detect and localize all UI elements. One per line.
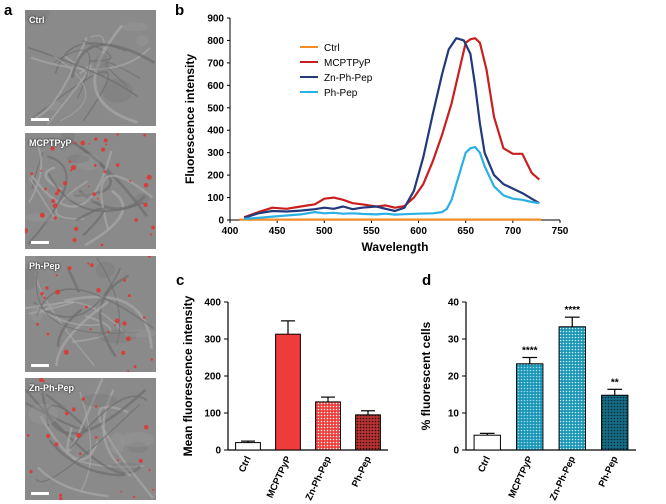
legend-label: MCPTPyP	[324, 58, 371, 69]
bar-zn-ph-pep	[558, 326, 586, 451]
x-tick-label: 750	[552, 226, 569, 237]
x-tick-label: 550	[363, 226, 380, 237]
panel-label-c: c	[176, 272, 185, 289]
y-tick-label: 10	[448, 409, 460, 420]
x-tick-label: Ph-Pep	[350, 454, 374, 488]
bar-ph-pep	[355, 414, 381, 451]
y-tick-label: 100	[204, 409, 221, 420]
micrograph-mcptpyp: MCPTPyP	[25, 133, 156, 249]
micrograph-label: Ph-Pep	[29, 261, 61, 271]
chart-mean-fluorescence: 0 100 200 300 400 Mean fluorescence intensity…	[181, 295, 388, 502]
y-tick-label: 300	[204, 335, 221, 346]
bar-zn-ph-pep	[315, 401, 341, 451]
x-tick-label: Zn-Ph-Pep	[304, 454, 334, 502]
y-tick-label: 200	[204, 372, 221, 383]
y-tick-label: 0	[215, 446, 221, 457]
micrograph-zn-ph-pep-image	[25, 378, 156, 500]
x-tick-label: Ctrl	[237, 455, 254, 474]
micrograph-label: Zn-Ph-Pep	[29, 383, 74, 393]
bar-ph-pep	[601, 394, 629, 451]
micrograph-mcptpyp-image	[25, 133, 156, 249]
y-axis-label: Mean fluorescence intensity	[181, 295, 195, 456]
series-line-zn-ph-pep	[243, 37, 540, 219]
y-tick-label: 900	[207, 14, 224, 25]
y-tick-label: 700	[207, 58, 224, 69]
bar-mcptpyp	[275, 333, 301, 451]
x-tick-label: MCPTPyP	[265, 454, 294, 500]
micrograph-label: MCPTPyP	[29, 138, 72, 148]
y-tick-label: 100	[207, 193, 224, 204]
bar-mcptpyp	[516, 363, 544, 451]
legend-label: Ph-Pep	[324, 88, 358, 99]
y-tick-label: 200	[207, 171, 224, 182]
y-tick-label: 30	[448, 335, 460, 346]
series-line-mcptpyp	[243, 37, 541, 219]
x-tick-label: 600	[410, 226, 427, 237]
y-tick-label: 0	[453, 446, 459, 457]
y-axis-label: Fluorescence intensity	[183, 54, 197, 184]
y-tick-label: 500	[207, 103, 224, 114]
x-tick-label: 650	[457, 226, 474, 237]
y-tick-label: 40	[448, 298, 460, 309]
series-line-ph-pep	[244, 146, 540, 220]
significance-label: **	[611, 377, 619, 388]
scale-bar	[31, 118, 49, 121]
scale-bar	[31, 364, 49, 367]
x-tick-label: Ph-Pep	[597, 454, 621, 488]
micrograph-ctrl: Ctrl	[25, 10, 156, 126]
y-tick-label: 0	[218, 216, 224, 227]
y-tick-label: 800	[207, 36, 224, 47]
y-tick-label: 20	[448, 372, 460, 383]
scale-bar	[31, 241, 49, 244]
bar-ctrl	[235, 442, 261, 451]
y-tick-label: 600	[207, 81, 224, 92]
y-tick-label: 300	[207, 148, 224, 159]
panel-label-a: a	[4, 2, 13, 19]
significance-label: ****	[522, 346, 538, 357]
micrograph-ph-pep-image	[25, 256, 156, 372]
y-tick-label: 400	[207, 126, 224, 137]
legend-label: Ctrl	[324, 43, 340, 54]
x-tick-label: Zn-Ph-Pep	[548, 454, 578, 502]
micrograph-label: Ctrl	[29, 15, 45, 25]
micrograph-ph-pep: Ph-Pep	[25, 256, 156, 372]
micrograph-ctrl-image	[25, 10, 156, 126]
legend-label: Zn-Ph-Pep	[324, 73, 373, 84]
chart-percent-fluorescent-cells: 0 10 20 30 40 % fluorescent cells Ctrl MCPTPyP *…	[419, 298, 636, 502]
chart-fluorescence-spectrum: 0 100 200 300 400 500 600 700 800 900 400 450 500 550…	[183, 14, 569, 255]
micrograph-zn-ph-pep: Zn-Ph-Pep	[25, 378, 156, 500]
panel-label-d: d	[422, 272, 432, 289]
bar-ctrl	[473, 434, 501, 451]
y-tick-label: 400	[204, 298, 221, 309]
x-tick-label: Ctrl	[476, 455, 493, 474]
significance-label: ****	[564, 305, 580, 316]
x-axis-label: Wavelength	[362, 240, 429, 254]
x-tick-label: 450	[269, 226, 286, 237]
x-tick-label: 400	[222, 226, 239, 237]
x-tick-label: 500	[316, 226, 333, 237]
panel-label-b: b	[175, 2, 185, 19]
scale-bar	[31, 492, 49, 495]
x-tick-label: MCPTPyP	[507, 454, 536, 500]
y-axis-label: % fluorescent cells	[419, 321, 433, 430]
x-tick-label: 700	[505, 226, 522, 237]
